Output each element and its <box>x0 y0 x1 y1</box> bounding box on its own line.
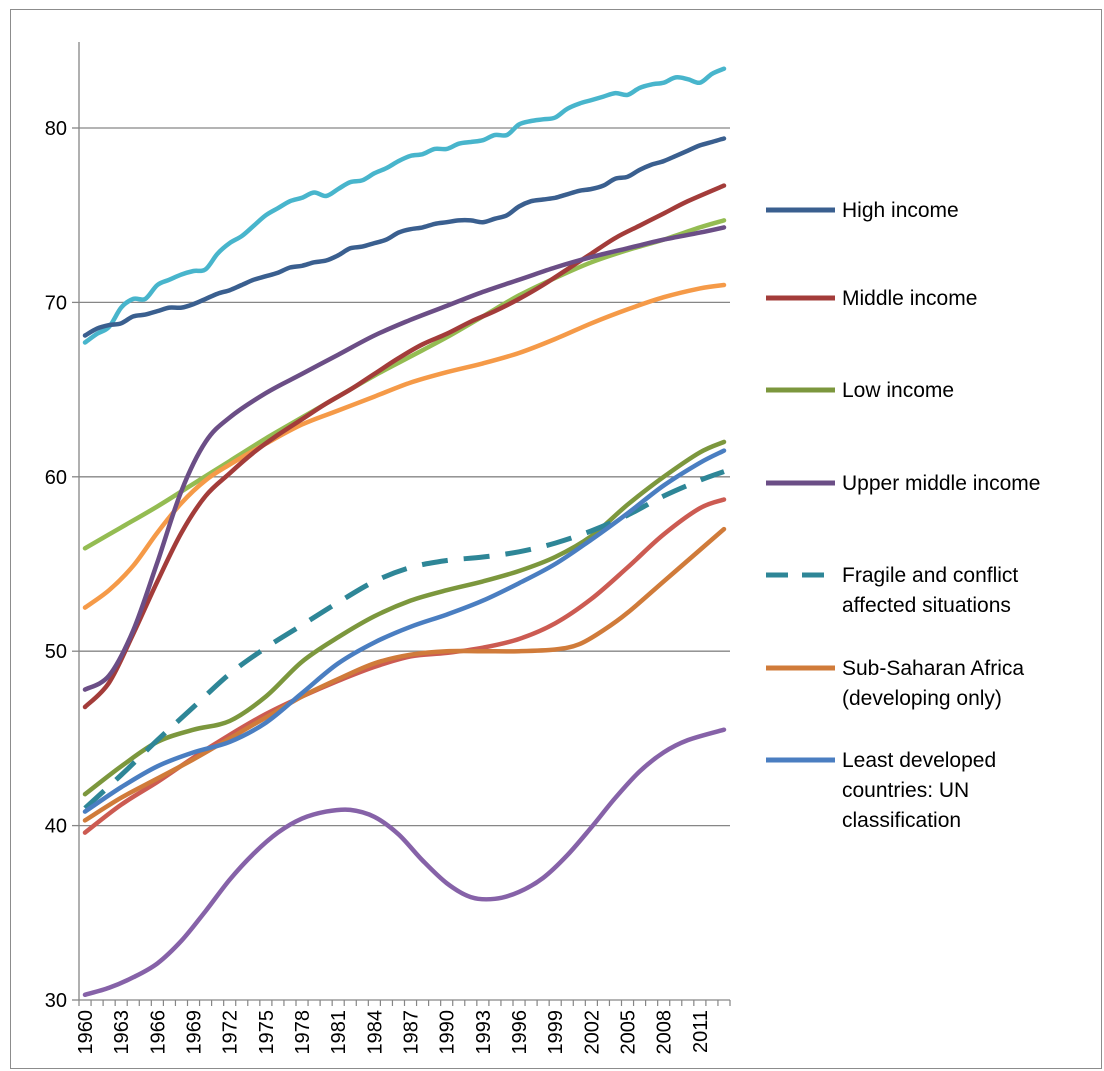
y-tick-label: 40 <box>45 816 67 838</box>
x-tick-label: 1963 <box>111 1010 133 1055</box>
x-tick-label: 1960 <box>75 1010 97 1055</box>
x-tick-label: 1990 <box>437 1010 459 1055</box>
x-tick-label: 2008 <box>654 1010 676 1055</box>
series-line-2 <box>82 439 727 797</box>
x-tick-label: 2002 <box>581 1010 603 1055</box>
y-tick-label: 60 <box>45 467 67 489</box>
legend-label: High income <box>842 199 959 222</box>
series-lines <box>82 66 727 998</box>
x-tick-label: 1975 <box>256 1010 278 1055</box>
x-tick-label: 1978 <box>292 1010 314 1055</box>
series-line-9 <box>82 282 727 610</box>
y-tick-label: 80 <box>45 118 67 140</box>
legend-label: Low income <box>842 379 954 402</box>
x-tick-label: 1987 <box>401 1010 423 1055</box>
legend: High income Middle income Low income Upper … <box>766 199 1040 832</box>
x-tick-label: 1969 <box>184 1010 206 1055</box>
x-tick-label: 1984 <box>364 1010 386 1055</box>
x-tick-label: 2005 <box>618 1010 640 1055</box>
x-tick-label: 1999 <box>545 1010 567 1055</box>
legend-label: Fragile and conflict affected situations <box>842 564 1018 617</box>
series-line-5 <box>82 526 727 823</box>
x-tick-label: 2011 <box>690 1010 712 1053</box>
chart-frame <box>10 9 1102 1069</box>
series-line-6 <box>82 448 727 814</box>
series-line-1 <box>82 183 727 710</box>
y-tick-label: 30 <box>45 990 67 1012</box>
x-tick-label: 1981 <box>328 1010 350 1055</box>
axes <box>78 42 730 1001</box>
x-tick-label: 1966 <box>147 1010 169 1055</box>
legend-label: Least developed countries: UN classificati… <box>842 749 996 832</box>
gridlines <box>72 127 731 1006</box>
legend-label: Sub-Saharan Africa (developing only) <box>842 657 1024 710</box>
series-line-11 <box>82 727 727 998</box>
y-tick-label: 50 <box>45 641 67 663</box>
legend-label: Upper middle income <box>842 472 1040 495</box>
series-line-3 <box>82 225 727 692</box>
y-tick-labels: 30 40 50 60 70 80 <box>45 118 67 1012</box>
y-tick-label: 70 <box>45 292 67 314</box>
series-line-0 <box>82 136 727 338</box>
legend-label: Middle income <box>842 287 977 310</box>
x-tick-label: 1972 <box>220 1010 242 1055</box>
x-tick-label: 1996 <box>509 1010 531 1055</box>
series-line-7 <box>82 66 727 345</box>
x-tick-label: 1993 <box>473 1010 495 1055</box>
x-tick-labels: 1960 1963 1966 1969 1972 1975 1978 1981 1984 1987… <box>75 1010 712 1055</box>
